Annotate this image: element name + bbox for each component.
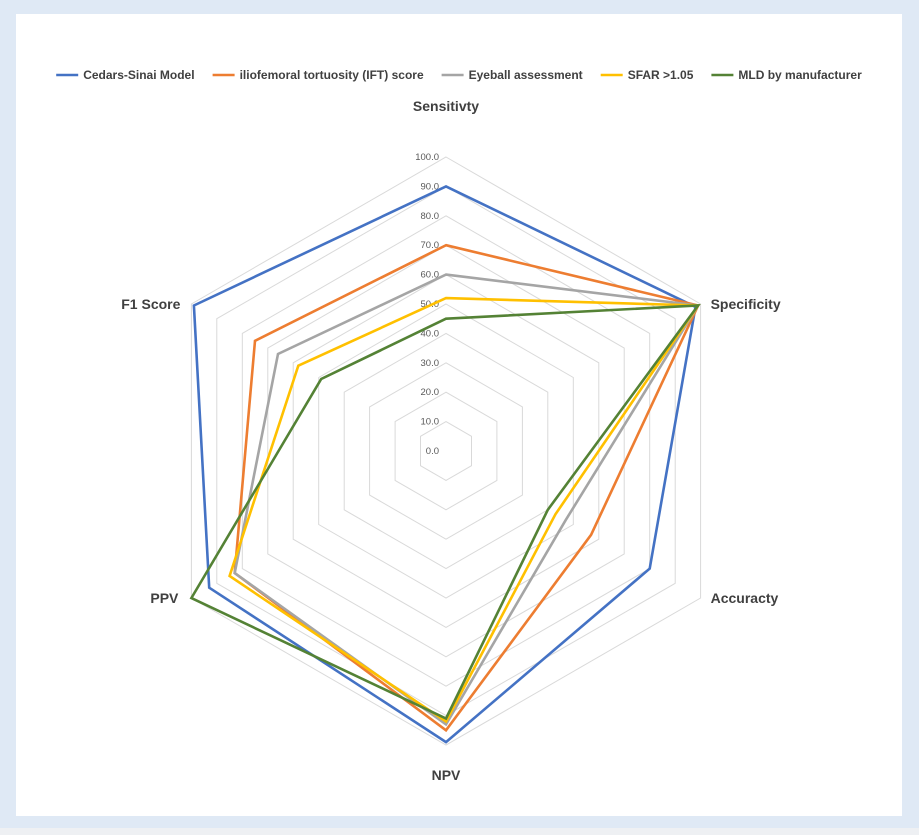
grid-ring [190, 156, 702, 746]
legend-label: Cedars-Sinai Model [83, 68, 194, 82]
axis-label: Specificity [711, 296, 781, 312]
grid-ring [394, 391, 498, 511]
grid-ring [267, 244, 625, 658]
series-line [228, 296, 701, 724]
legend-item: Cedars-Sinai Model [56, 68, 195, 82]
axis-label: PPV [150, 590, 179, 606]
tick-label: 90.0 [421, 181, 440, 192]
legend-label: MLD by manufacturer [738, 68, 862, 82]
series-line [233, 273, 701, 727]
tick-label: 70.0 [421, 240, 440, 251]
tick-label: 10.0 [421, 417, 440, 428]
tick-label: 0.0 [426, 446, 439, 457]
series-line [189, 304, 701, 721]
grid-ring [369, 362, 523, 540]
tick-label: 20.0 [421, 387, 440, 398]
legend-label: iliofemoral tortuosity (IFT) score [240, 68, 424, 82]
legend-item: iliofemoral tortuosity (IFT) score [212, 68, 424, 82]
tick-label: 100.0 [415, 152, 439, 163]
series-lines [189, 184, 701, 744]
legend-label: SFAR >1.05 [628, 68, 694, 82]
grid-ring [292, 274, 600, 628]
grid-ring [420, 421, 472, 481]
legend-item: Eyeball assessment [441, 68, 583, 82]
legend: Cedars-Sinai Model iliofemoral tortuosity… [56, 68, 862, 82]
axis-labels: Sensitivty Specificity Accuracty NPV PPV F1 S… [121, 98, 781, 783]
bottom-strip [0, 828, 919, 835]
tick-label: 30.0 [421, 358, 440, 369]
axis-label: Accuracty [711, 590, 779, 606]
tick-label: 60.0 [421, 270, 440, 281]
series-line [192, 184, 697, 744]
legend-item: MLD by manufacturer [711, 68, 862, 82]
grid-ring [343, 332, 549, 570]
axis-label: NPV [432, 767, 461, 783]
chart-area [16, 14, 902, 816]
axis-label: F1 Score [121, 296, 180, 312]
tick-label: 40.0 [421, 328, 440, 339]
tick-label: 80.0 [421, 211, 440, 222]
axis-label: Sensitivty [413, 98, 479, 114]
legend-item: SFAR >1.05 [600, 68, 694, 82]
legend-label: Eyeball assessment [469, 68, 583, 82]
grid-ring [241, 215, 651, 687]
grid-ring [318, 303, 574, 599]
